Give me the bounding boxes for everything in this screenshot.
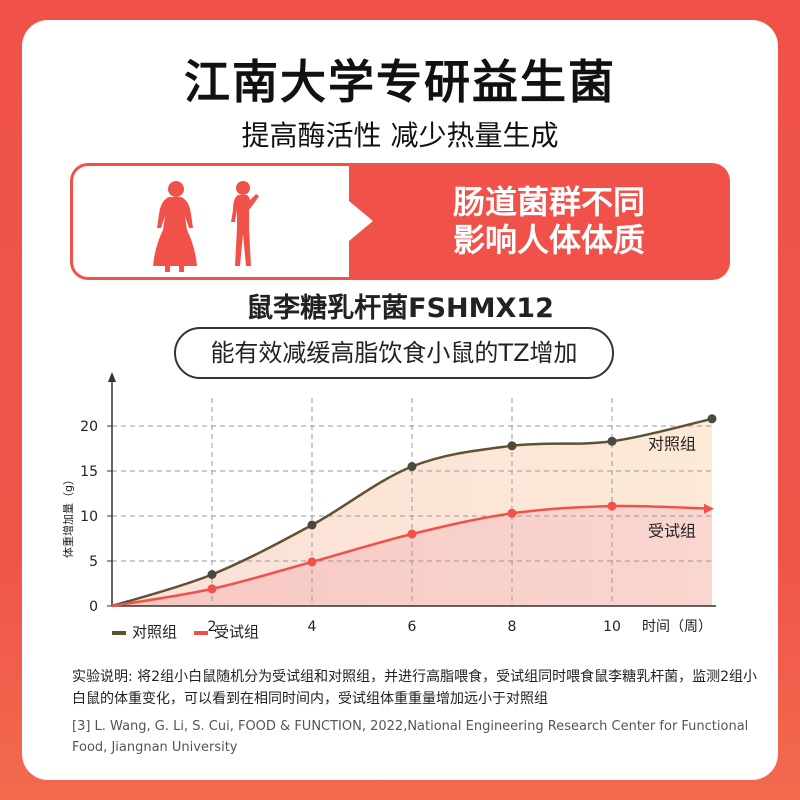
body-silhouettes-icon (153, 181, 259, 272)
banner-figures-panel (73, 166, 349, 277)
control-point (407, 462, 417, 471)
banner-line-1: 肠道菌群不同 (452, 183, 645, 221)
control-point (207, 570, 217, 579)
page-subtitle: 提高酶活性 减少热量生成 (241, 119, 559, 152)
experiment-note: 实验说明: 将2组小白鼠随机分为受试组和对照组，并进行高脂喂食，受试组同时喂食鼠… (72, 669, 757, 707)
legend-control: 对照组 (112, 621, 178, 641)
test-point (307, 557, 317, 567)
x-tick-label: 10 (603, 619, 621, 635)
legend-test-swatch (194, 630, 208, 635)
reference-citation: [3] L. Wang, G. Li, S. Cui, FOOD & FUNCT… (72, 719, 749, 755)
x-tick-label: 2 (208, 619, 217, 635)
x-axis-label: 时间（周） (642, 619, 712, 635)
x-tick-label: 6 (408, 619, 417, 635)
control-point (707, 414, 717, 424)
test-point (207, 584, 217, 594)
control-series-label: 对照组 (648, 434, 696, 453)
control-point (307, 520, 317, 530)
x-tick-label: 4 (308, 619, 317, 635)
y-tick-label: 0 (89, 599, 98, 615)
y-tick-label: 10 (80, 509, 98, 525)
strain-name: 鼠李糖乳杆菌FSHMX12 (246, 293, 554, 324)
y-tick-label: 20 (80, 419, 98, 435)
banner-line-2: 影响人体体质 (452, 221, 645, 259)
content-card: 江南大学专研益生菌 提高酶活性 减少热量生成 肠道菌群不同 (22, 20, 778, 780)
test-line-arrow (704, 503, 714, 514)
claim-pill: 能有效减缓高脂饮食小鼠的TZ增加 (174, 327, 614, 379)
banner-arrow (349, 201, 373, 241)
test-point (507, 508, 517, 518)
control-point (607, 436, 617, 446)
legend-control-label: 对照组 (132, 623, 178, 641)
legend-control-swatch (112, 630, 126, 635)
page-title: 江南大学专研益生菌 (184, 55, 616, 109)
control-point (507, 441, 517, 451)
legend-test: 受试组 (194, 621, 260, 641)
y-axis-label: 体重增加量（g） (61, 474, 75, 558)
test-series-label: 受试组 (648, 522, 696, 541)
y-tick-label: 15 (80, 464, 98, 480)
y-axis-arrow (108, 372, 116, 382)
test-point (607, 501, 617, 511)
y-tick-label: 5 (89, 554, 98, 570)
body-type-banner: 肠道菌群不同 影响人体体质 (70, 163, 730, 280)
x-tick-label: 8 (508, 619, 517, 635)
banner-text: 肠道菌群不同 影响人体体质 (376, 183, 722, 259)
test-point (407, 529, 417, 539)
legend-test-label: 受试组 (214, 623, 260, 641)
